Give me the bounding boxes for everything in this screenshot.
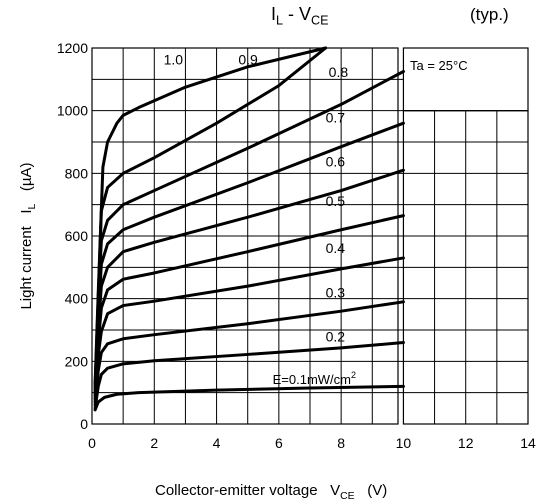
y-tick-label: 0 — [80, 416, 88, 432]
x-tick-label: 0 — [88, 435, 96, 451]
x-tick-label: 2 — [150, 435, 158, 451]
x-axis-label: Collector-emitter voltage VCE (V) — [155, 482, 387, 502]
chart-subtitle: (typ.) — [470, 5, 509, 25]
curve-0.9 — [95, 48, 325, 386]
curve-label: 0.6 — [326, 153, 346, 169]
curves: E=0.1mW/cm2 0.2 0.3 0.4 0.5 0.6 0.7 0.8 0.9 1.0 — [95, 48, 403, 410]
curve-label: 0.7 — [326, 110, 346, 126]
curve-label: 0.9 — [238, 51, 258, 67]
curve-label: 1.0 — [164, 51, 184, 67]
x-tick-label: 12 — [458, 435, 474, 451]
chart-title: IL - VCE — [271, 4, 329, 28]
curve-E0.1mWcm2 — [95, 386, 403, 410]
curve-label: 0.5 — [326, 193, 346, 209]
curve-0.2 — [95, 343, 403, 409]
condition-label: Ta = 25°C — [410, 58, 468, 73]
x-tick-label: 14 — [520, 435, 536, 451]
x-tick-label: 10 — [396, 435, 412, 451]
y-axis-label: Light current IL (µA) — [18, 162, 38, 309]
y-tick-label: 1200 — [57, 40, 88, 56]
curve-label: 0.2 — [326, 329, 346, 345]
y-tick-label: 600 — [65, 228, 89, 244]
curve-1.0 — [95, 48, 325, 383]
y-tick-label: 1000 — [57, 103, 88, 119]
y-tick-label: 400 — [65, 291, 89, 307]
x-tick-label: 8 — [337, 435, 345, 451]
curve-label: 0.8 — [329, 64, 349, 80]
x-tick-label: 4 — [213, 435, 221, 451]
x-tick-label: 6 — [275, 435, 283, 451]
curve-label: 0.4 — [326, 240, 346, 256]
curve-label-sup: 2 — [351, 370, 356, 380]
y-tick-label: 800 — [65, 165, 89, 181]
curve-label: 0.3 — [326, 284, 346, 300]
curve-0.8 — [95, 72, 403, 390]
curve-label: E=0.1mW/cm2 — [273, 370, 356, 387]
y-tick-label: 200 — [65, 353, 89, 369]
